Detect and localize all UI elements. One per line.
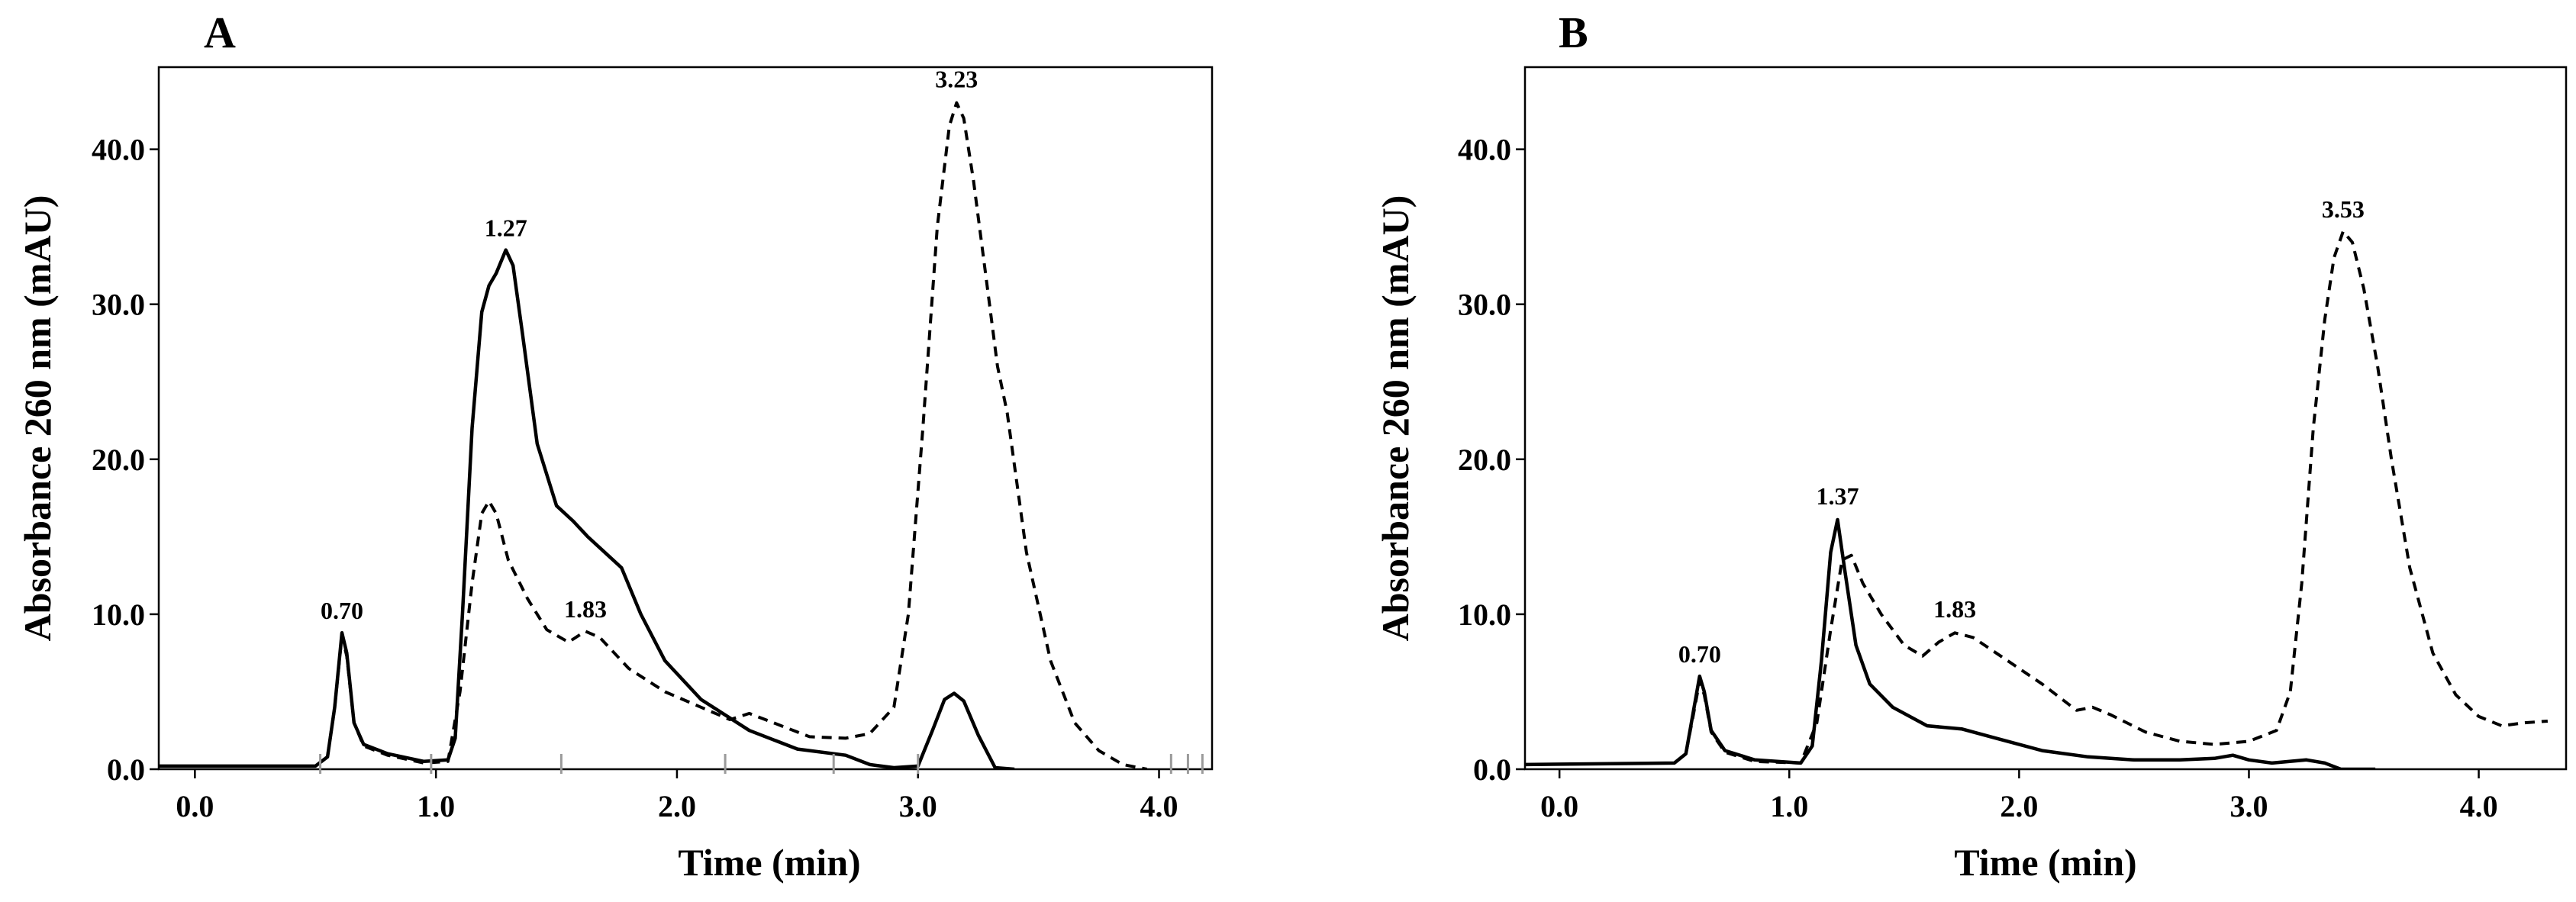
peak-label: 3.23 [935, 66, 978, 93]
plot-frame [1523, 66, 2568, 771]
y-tick-label: 40.0 [92, 133, 145, 167]
x-tick-label: 4.0 [2460, 789, 2498, 823]
y-axis-title: Absorbance 260 nm (mAU) [16, 195, 59, 642]
y-tick-label: 10.0 [1458, 598, 1511, 632]
x-axis-title: Time (min) [678, 841, 860, 884]
peak-label: 0.70 [1678, 640, 1721, 668]
y-tick-label: 0.0 [107, 752, 145, 787]
x-tick-label: 4.0 [1140, 789, 1178, 823]
solid-trace-line [1525, 517, 2376, 769]
x-tick-label: 0.0 [1540, 789, 1578, 823]
solid-trace-line [159, 248, 1015, 769]
y-tick-label: 30.0 [1458, 288, 1511, 322]
x-tick-label: 2.0 [2000, 789, 2038, 823]
peak-label: 0.70 [321, 597, 363, 624]
x-tick-label: 1.0 [417, 789, 455, 823]
y-tick-label: 20.0 [92, 443, 145, 477]
panel-letter: A [204, 8, 236, 57]
y-tick-label: 40.0 [1458, 133, 1511, 167]
y-tick-label: 10.0 [92, 598, 145, 632]
x-tick-label: 2.0 [658, 789, 696, 823]
plot-frame [157, 66, 1214, 771]
y-axis-title: Absorbance 260 nm (mAU) [1374, 195, 1417, 642]
panel-letter: B [1559, 8, 1588, 57]
peak-label: 3.53 [2322, 195, 2365, 223]
y-tick-label: 20.0 [1458, 443, 1511, 477]
x-tick-label: 3.0 [2229, 789, 2268, 823]
panel-a: A Time (min) Absorbance 260 nm (mAU) 0.0… [16, 8, 1214, 884]
dashed-trace-line [1673, 230, 2549, 765]
x-tick-label: 3.0 [899, 789, 937, 823]
x-tick-label: 1.0 [1770, 789, 1808, 823]
peak-label: 1.83 [564, 595, 607, 623]
panel-b: B Time (min) Absorbance 260 nm (mAU) 0.0… [1374, 8, 2568, 884]
x-axis-title: Time (min) [1954, 841, 2136, 884]
dashed-trace-line [314, 101, 1148, 769]
peak-label: 1.27 [485, 214, 527, 242]
peak-label: 1.37 [1817, 482, 1859, 510]
y-tick-label: 0.0 [1473, 752, 1511, 787]
x-tick-label: 0.0 [176, 789, 214, 823]
y-tick-label: 30.0 [92, 288, 145, 322]
peak-label: 1.83 [1933, 595, 1976, 623]
